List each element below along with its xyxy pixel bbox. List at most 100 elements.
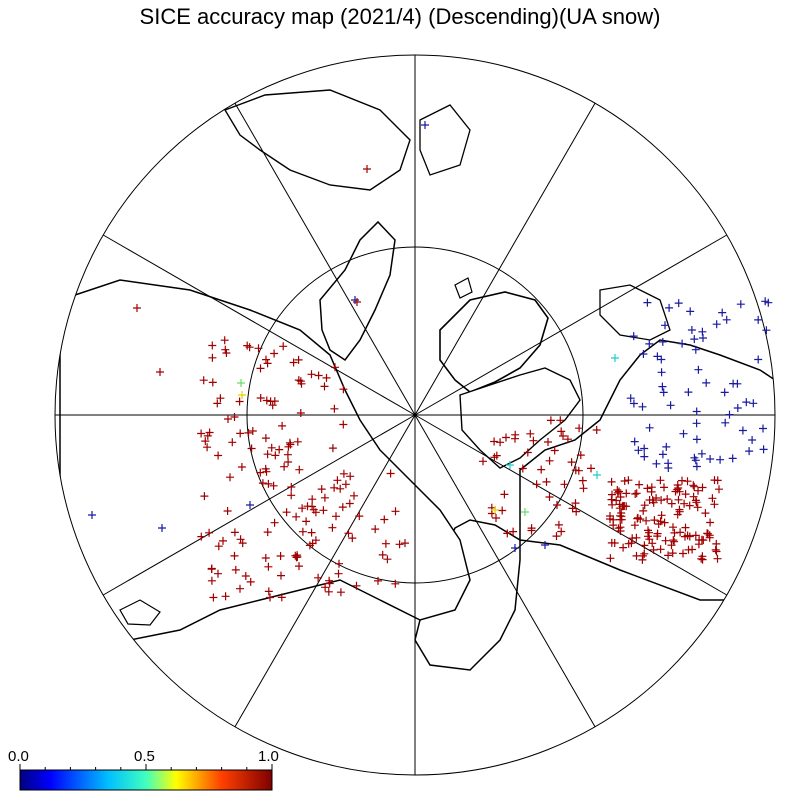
accuracy-marker: [679, 429, 688, 438]
accuracy-marker: [333, 476, 342, 485]
accuracy-marker: [659, 388, 668, 397]
accuracy-marker: [608, 490, 616, 499]
accuracy-marker: [544, 438, 552, 446]
canadian-arctic-coastline: [459, 367, 581, 469]
graticule: [54, 54, 776, 776]
accuracy-marker: [374, 576, 382, 585]
accuracy-marker: [235, 397, 244, 406]
accuracy-marker: [322, 373, 331, 382]
accuracy-marker: [745, 447, 754, 456]
accuracy-marker: [317, 485, 326, 494]
accuracy-marker: [506, 461, 514, 469]
accuracy-marker: [345, 499, 354, 508]
accuracy-marker: [660, 518, 669, 527]
accuracy-marker: [541, 541, 549, 549]
accuracy-marker: [622, 489, 631, 498]
accuracy-marker: [681, 490, 690, 499]
accuracy-marker: [231, 565, 240, 574]
accuracy-marker: [661, 321, 669, 330]
accuracy-marker: [643, 484, 652, 493]
accuracy-marker: [278, 421, 287, 430]
accuracy-marker: [669, 536, 678, 545]
accuracy-marker: [649, 545, 658, 554]
meridian-line: [234, 102, 416, 416]
accuracy-marker: [214, 569, 222, 578]
accuracy-marker: [287, 491, 296, 500]
accuracy-marker: [208, 341, 217, 350]
accuracy-marker: [736, 300, 745, 309]
accuracy-marker: [383, 555, 392, 564]
accuracy-marker: [683, 477, 692, 486]
accuracy-marker: [296, 409, 305, 417]
accuracy-marker: [355, 512, 364, 521]
accuracy-marker: [728, 454, 737, 463]
accuracy-marker: [644, 532, 652, 541]
accuracy-marker: [663, 495, 672, 504]
accuracy-marker: [665, 303, 674, 312]
accuracy-marker: [668, 549, 677, 558]
accuracy-marker: [706, 518, 715, 527]
accuracy-marker: [284, 458, 293, 466]
accuracy-marker: [256, 468, 265, 477]
accuracy-marker: [575, 424, 584, 433]
accuracy-marker: [262, 355, 270, 364]
accuracy-marker: [556, 416, 565, 425]
accuracy-marker: [713, 554, 722, 563]
land-masses: [59, 89, 775, 671]
accuracy-marker: [302, 517, 311, 526]
accuracy-marker: [694, 540, 703, 549]
accuracy-marker: [236, 584, 244, 593]
accuracy-marker: [749, 399, 758, 408]
map-title: SICE accuracy map (2021/4) (Descending)(…: [139, 4, 661, 29]
accuracy-marker: [666, 401, 675, 410]
accuracy-marker: [635, 480, 644, 489]
colorbar-mid-label: 0.5: [134, 748, 155, 765]
colorbar-min-label: 0.0: [8, 748, 29, 765]
accuracy-marker: [241, 572, 250, 580]
accuracy-marker: [658, 337, 667, 346]
accuracy-marker: [712, 547, 721, 556]
accuracy-marker: [386, 469, 395, 478]
accuracy-marker: [559, 432, 567, 440]
accuracy-marker: [691, 531, 700, 540]
accuracy-marker: [307, 528, 316, 537]
meridian-line: [102, 234, 416, 416]
accuracy-marker: [654, 520, 663, 528]
accuracy-marker: [631, 490, 640, 498]
accuracy-marker: [221, 592, 230, 601]
accuracy-marker: [697, 449, 706, 458]
accuracy-marker: [633, 514, 642, 523]
eurasia-coastline: [59, 279, 471, 641]
accuracy-marker: [314, 371, 323, 380]
accuracy-marker: [560, 480, 569, 489]
accuracy-marker: [568, 504, 577, 513]
north-america-coastline: [414, 339, 775, 671]
accuracy-marker: [523, 448, 532, 457]
accuracy-marker: [624, 476, 633, 485]
accuracy-marker: [638, 402, 647, 411]
accuracy-marker: [197, 532, 206, 541]
accuracy-marker: [639, 506, 648, 515]
accuracy-marker: [640, 501, 649, 510]
accuracy-marker: [264, 562, 273, 571]
accuracy-marker: [248, 427, 257, 435]
accuracy-marker: [371, 525, 380, 534]
accuracy-marker: [237, 463, 246, 471]
accuracy-marker: [712, 539, 721, 548]
accuracy-marker: [720, 388, 729, 397]
accuracy-marker: [762, 326, 771, 335]
accuracy-marker: [287, 483, 296, 491]
accuracy-marker: [230, 413, 239, 421]
accuracy-marker: [492, 514, 500, 522]
accuracy-marker: [632, 489, 641, 498]
accuracy-marker: [348, 534, 357, 543]
accuracy-marker: [684, 545, 693, 554]
accuracy-marker: [226, 473, 234, 482]
accuracy-marker: [518, 464, 527, 473]
accuracy-marker: [567, 458, 576, 467]
accuracy-marker: [289, 358, 298, 367]
accuracy-marker: [691, 345, 700, 354]
accuracy-marker: [593, 471, 601, 479]
accuracy-marker: [332, 512, 340, 521]
